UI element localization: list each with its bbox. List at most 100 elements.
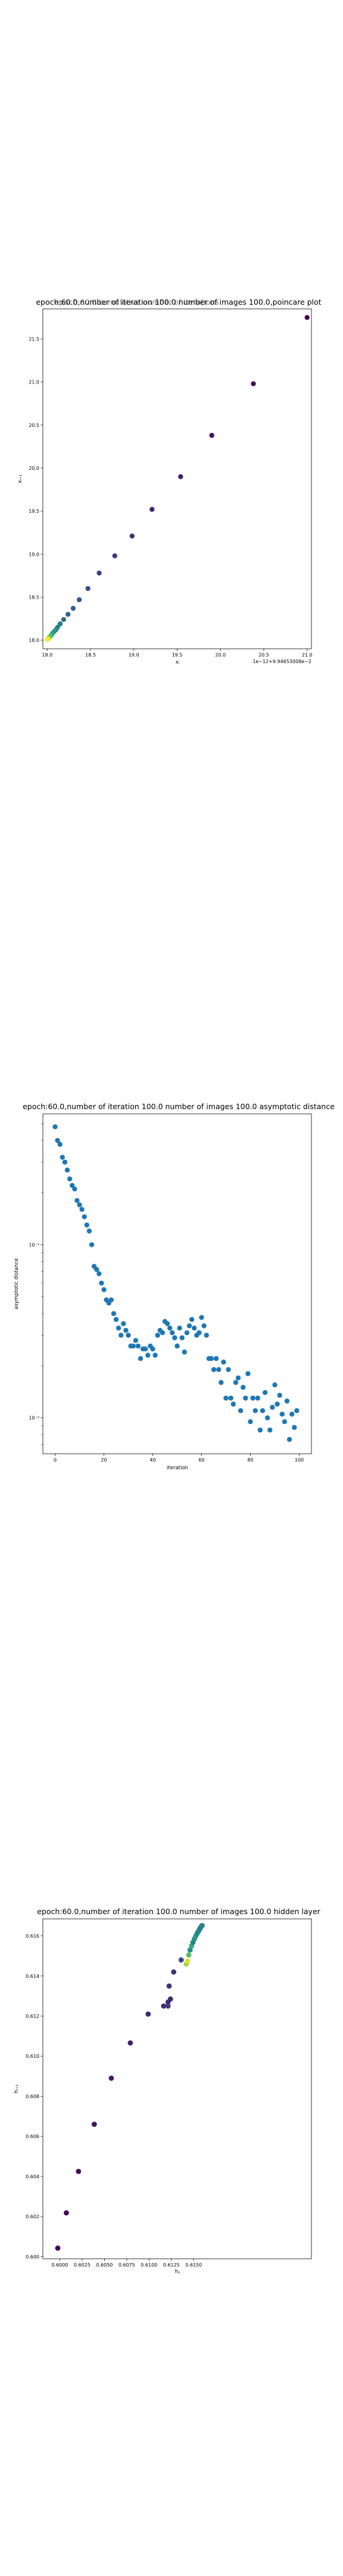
scatter-point bbox=[187, 1947, 193, 1953]
scatter-point bbox=[62, 1159, 68, 1165]
scatter-point bbox=[111, 1311, 117, 1317]
scatter-point bbox=[60, 1154, 66, 1160]
scatter-point bbox=[211, 1367, 217, 1373]
x-tick-label: 0.6025 bbox=[74, 2262, 91, 2268]
y-tick-label: 0.606 bbox=[26, 2134, 39, 2140]
scatter-point bbox=[241, 1385, 246, 1390]
scatter-point bbox=[260, 1408, 266, 1413]
scatter-point bbox=[184, 1330, 190, 1336]
poincare-x-axis-label: xᵢ bbox=[176, 660, 180, 665]
scatter-point bbox=[55, 1138, 60, 1143]
scatter-point bbox=[292, 1425, 297, 1431]
scatter-point bbox=[265, 1415, 270, 1420]
hidden-layer-x-axis-label: hᵢⱼ bbox=[175, 2269, 180, 2275]
scatter-point bbox=[284, 1398, 290, 1404]
x-tick-label: 21.0 bbox=[302, 652, 313, 658]
scatter-point bbox=[166, 1983, 172, 1989]
scatter-point bbox=[52, 1124, 58, 1129]
scatter-point bbox=[199, 1315, 204, 1320]
scatter-point bbox=[204, 1333, 209, 1338]
scatter-point bbox=[76, 2169, 82, 2174]
y-tick-label: 0.612 bbox=[26, 2014, 39, 2019]
scatter-point bbox=[76, 597, 82, 602]
poincare-x-ticks: 18.0 18.5 19.0 19.5 20.0 20.5 21.0 bbox=[42, 649, 313, 658]
scatter-point bbox=[251, 381, 256, 386]
y-tick-label: 19.0 bbox=[29, 552, 39, 557]
x-tick-label: 18.5 bbox=[85, 652, 96, 658]
scatter-point bbox=[160, 1330, 166, 1336]
x-tick-label: 18.0 bbox=[42, 652, 52, 658]
scatter-point bbox=[262, 1390, 268, 1395]
scatter-point bbox=[221, 1359, 226, 1365]
y-tick-label: 0.616 bbox=[26, 1934, 39, 1939]
y-tick-label: 10⁻¹ bbox=[29, 1242, 39, 1247]
scatter-point bbox=[74, 1198, 80, 1203]
scatter-point bbox=[91, 2122, 97, 2127]
y-tick-label: 20.0 bbox=[29, 466, 39, 471]
scatter-point bbox=[182, 1349, 187, 1355]
hidden-layer-y-axis-label: hᵢ₊₁ bbox=[14, 2085, 20, 2094]
scatter-point bbox=[70, 1182, 75, 1188]
scatter-point bbox=[86, 1228, 92, 1234]
scatter-point bbox=[126, 1333, 131, 1338]
y-tick-label: 18.5 bbox=[29, 595, 39, 600]
scatter-point bbox=[179, 1335, 185, 1340]
scatter-point bbox=[155, 1333, 160, 1338]
scatter-point bbox=[186, 1952, 192, 1958]
hidden-layer-chart: epoch:60.0,number of iteration 100.0 num… bbox=[14, 1907, 321, 2275]
y-tick-label: 0.602 bbox=[26, 2214, 39, 2219]
x-tick-label: 0.6125 bbox=[163, 2262, 180, 2268]
x-tick-label: 40 bbox=[149, 1457, 155, 1463]
scatter-point bbox=[99, 1280, 104, 1286]
x-tick-label: 60 bbox=[198, 1457, 204, 1463]
asymptotic-y-axis-label: asymptotic distance bbox=[14, 1258, 20, 1309]
scatter-point bbox=[164, 1321, 170, 1326]
scatter-point bbox=[119, 1333, 124, 1338]
asymptotic-plot-frame bbox=[42, 1113, 312, 1454]
scatter-point bbox=[96, 1271, 102, 1277]
x-tick-label: 80 bbox=[247, 1457, 253, 1463]
scatter-point bbox=[243, 1395, 248, 1401]
poincare-points bbox=[45, 315, 310, 642]
scatter-point bbox=[245, 1371, 251, 1376]
scatter-point bbox=[167, 1326, 173, 1331]
y-tick-label: 0.610 bbox=[26, 2054, 39, 2059]
scatter-point bbox=[235, 1375, 241, 1381]
scatter-point bbox=[127, 2040, 133, 2046]
scatter-point bbox=[201, 1323, 207, 1329]
scatter-point bbox=[172, 1335, 177, 1340]
scatter-point bbox=[121, 1321, 126, 1326]
hidden-layer-y-ticks: 0.600 0.602 0.604 0.606 0.608 0.610 0.612 0.614… bbox=[26, 1934, 43, 2259]
poincare-chart-overlay-title: epoch:60.0 cumulative number of iteratio… bbox=[55, 298, 219, 306]
y-tick-label: 21.5 bbox=[29, 337, 39, 342]
y-tick-label: 18.0 bbox=[29, 638, 39, 643]
scatter-point bbox=[289, 1411, 295, 1417]
scatter-point bbox=[161, 2003, 167, 2009]
scatter-point bbox=[70, 605, 76, 611]
y-tick-label: 0.604 bbox=[26, 2174, 39, 2179]
scatter-point bbox=[228, 1395, 233, 1401]
scatter-point bbox=[116, 1326, 121, 1331]
poincare-chart-title: epoch:60.0,number of iteration 100.0 num… bbox=[36, 298, 321, 306]
scatter-point bbox=[167, 1996, 173, 2002]
scatter-point bbox=[45, 636, 51, 642]
scatter-point bbox=[84, 1222, 89, 1228]
scatter-point bbox=[130, 1343, 136, 1349]
scatter-point bbox=[192, 1326, 197, 1331]
hidden-layer-chart-title: epoch:60.0,number of iteration 100.0 num… bbox=[37, 1907, 320, 1916]
x-tick-label: 0 bbox=[54, 1457, 57, 1463]
scatter-point bbox=[223, 1395, 229, 1401]
scatter-point bbox=[145, 2011, 151, 2017]
scatter-point bbox=[257, 1428, 263, 1433]
scatter-point bbox=[226, 1367, 231, 1373]
scatter-point bbox=[112, 553, 117, 559]
scatter-point bbox=[94, 1267, 99, 1272]
scatter-point bbox=[294, 1408, 300, 1413]
scatter-point bbox=[57, 621, 63, 627]
scatter-point bbox=[213, 1356, 219, 1361]
poincare-y-axis-label: xᵢ₊₁ bbox=[17, 475, 23, 483]
scatter-point bbox=[255, 1395, 260, 1401]
scatter-point bbox=[250, 1395, 255, 1401]
scatter-point bbox=[129, 533, 135, 539]
